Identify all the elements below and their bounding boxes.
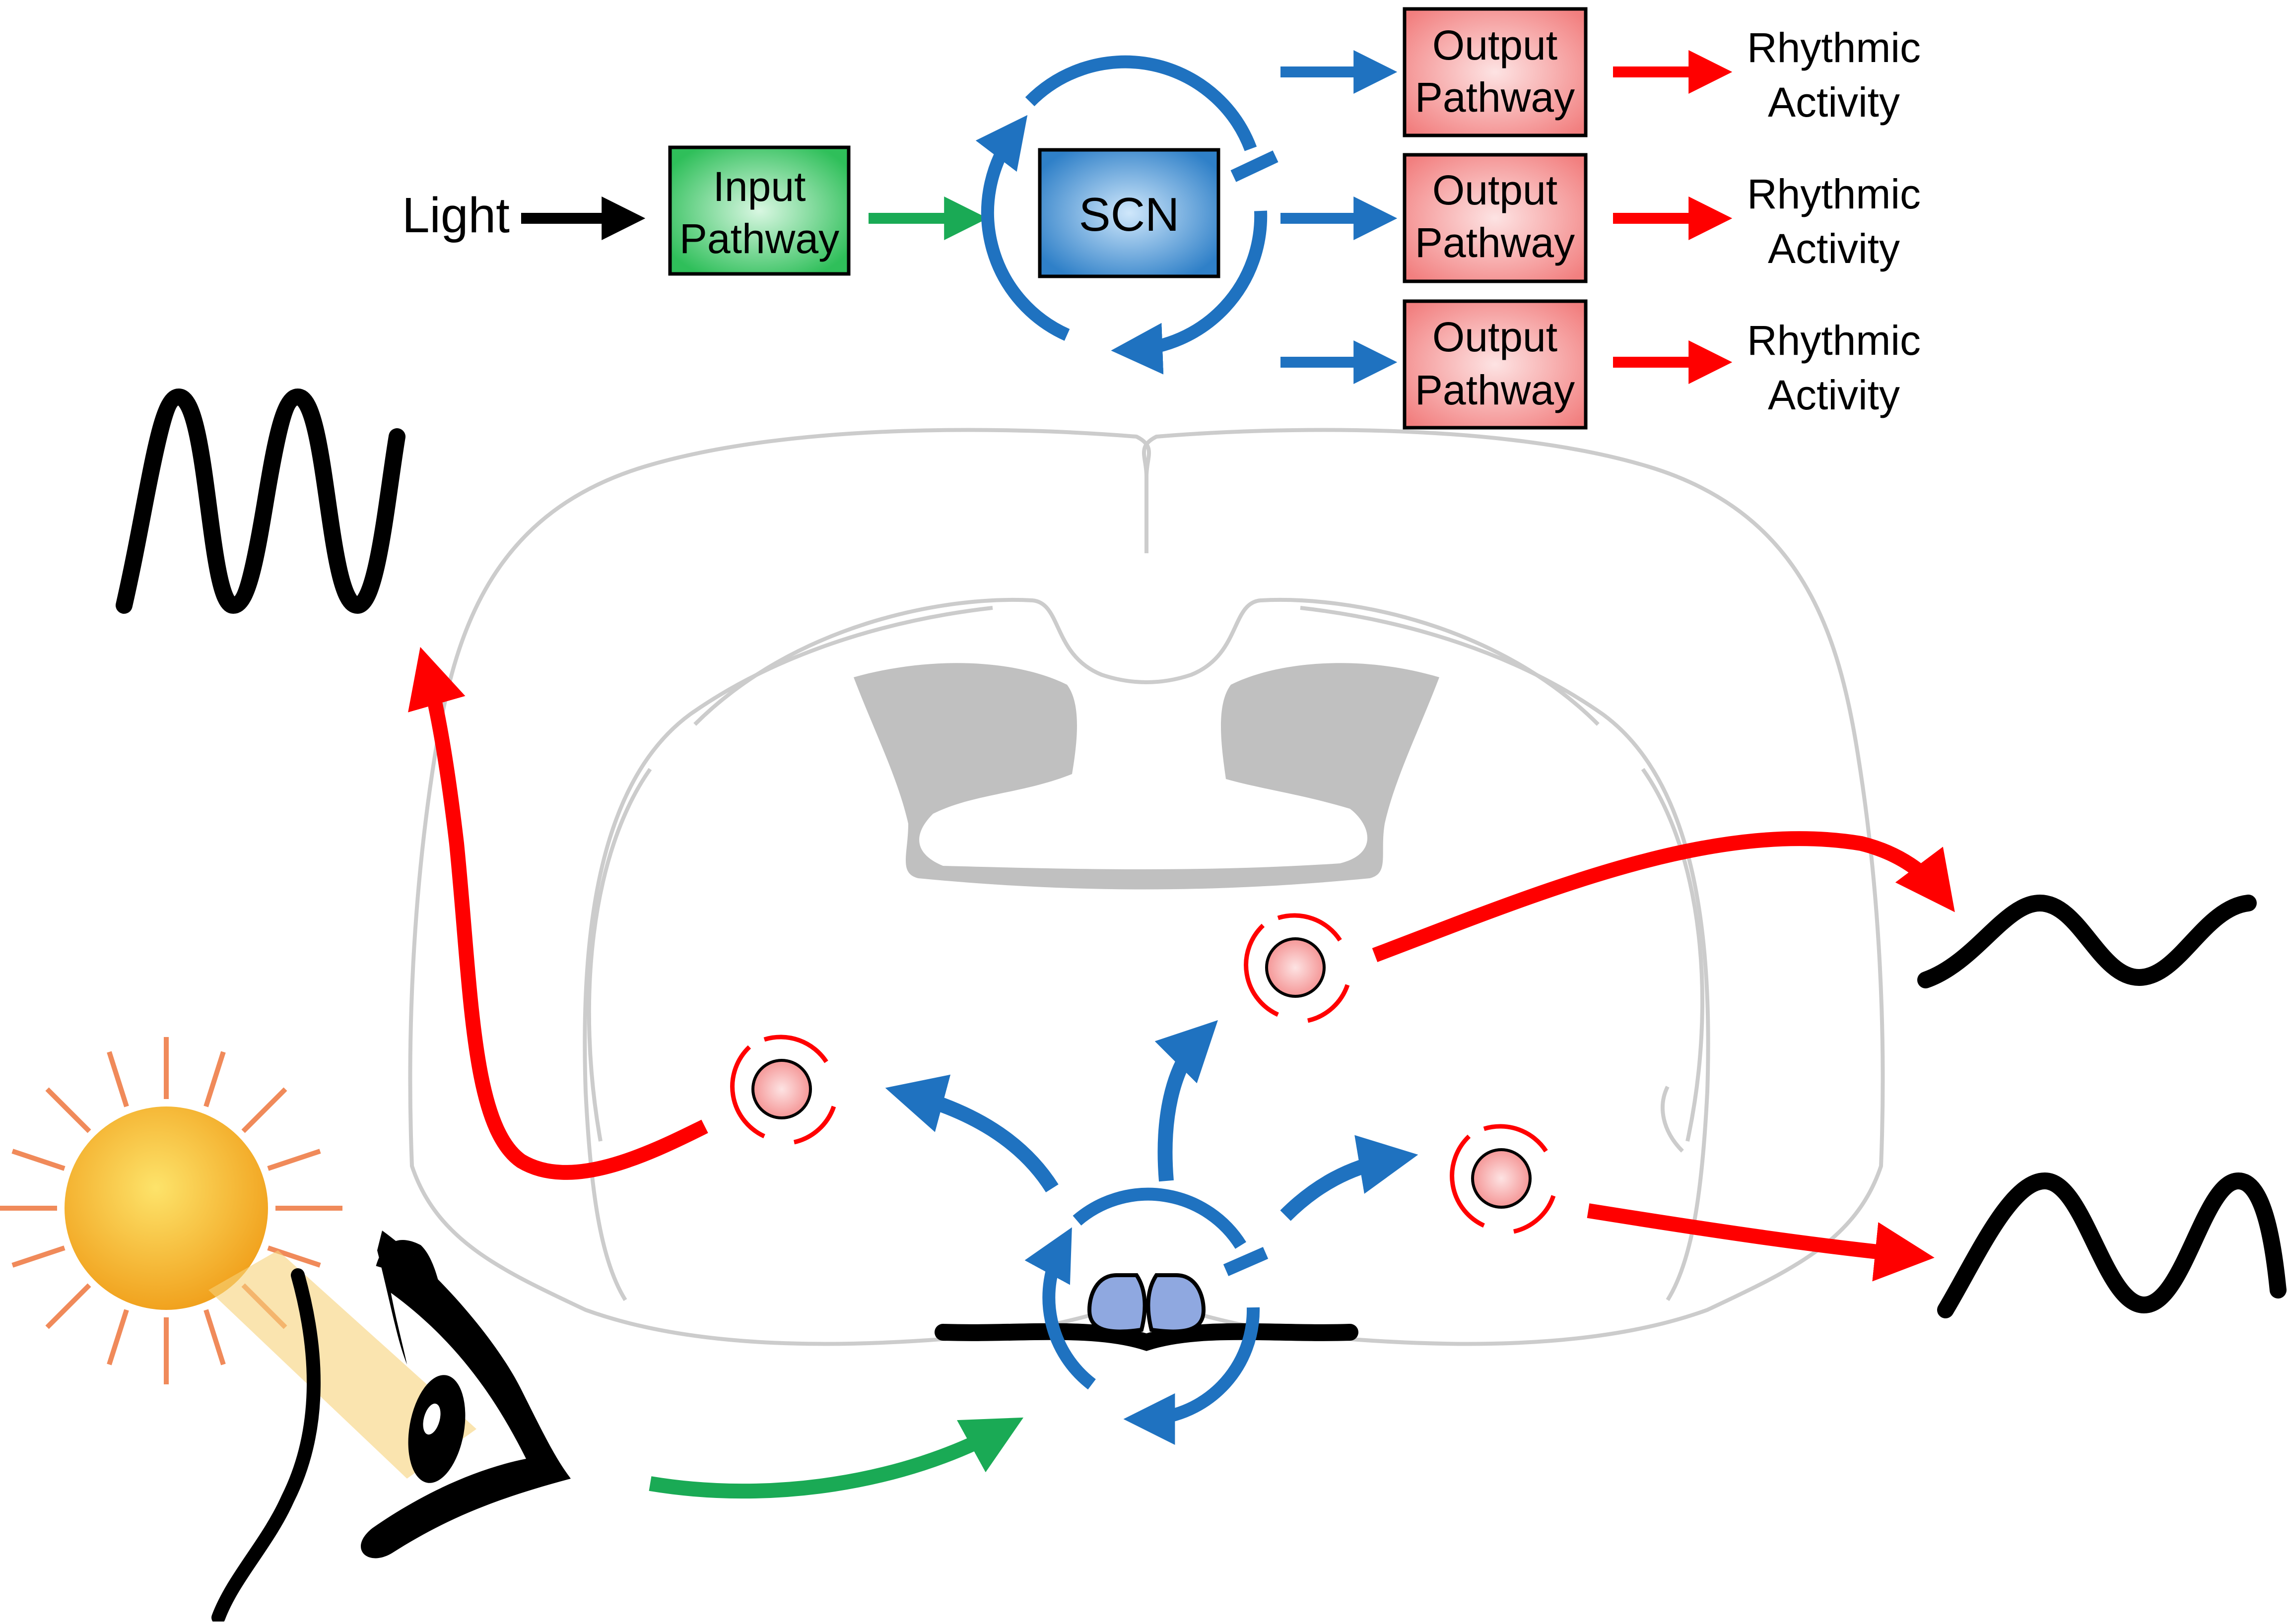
input-pathway-box xyxy=(668,145,851,276)
rhythmic-label: Rhythmic xyxy=(1747,317,1921,364)
optic-chiasm xyxy=(935,1323,1358,1351)
light-beam xyxy=(208,1250,476,1479)
scn-feedback-loop xyxy=(975,55,1278,375)
rhythm-output-arrows xyxy=(408,647,1955,1282)
peripheral-oscillator-middle xyxy=(1244,913,1350,1023)
brain-section xyxy=(408,428,1885,1346)
peripheral-oscillator-right xyxy=(1450,1124,1556,1234)
brain-scn-feedback-loop xyxy=(1024,1187,1269,1445)
output-pathway-box xyxy=(1403,7,1588,137)
sine-wave-icon xyxy=(1937,1172,2287,1318)
scn-nuclei xyxy=(1087,1273,1206,1334)
light-label: Light xyxy=(402,188,510,243)
output-box-line1: Output xyxy=(1432,22,1557,68)
eye-icon xyxy=(211,1231,571,1624)
output-row-3: Output Pathway Rhythmic Activity xyxy=(1403,299,1921,430)
ventricles xyxy=(854,663,1439,890)
output-box-line2: Pathway xyxy=(1415,367,1575,413)
output-box-line2: Pathway xyxy=(1415,219,1575,266)
retina-to-scn-arrow xyxy=(649,1417,1024,1499)
output-pathway-box xyxy=(1403,299,1588,430)
output-row-2: Output Pathway Rhythmic Activity xyxy=(1403,153,1921,283)
output-box-line1: Output xyxy=(1432,314,1557,360)
rhythmic-label: Rhythmic xyxy=(1747,171,1921,217)
sine-wave-icon xyxy=(116,388,405,614)
output-row-1: Output Pathway Rhythmic Activity xyxy=(1403,7,1921,137)
scn-output-arrows xyxy=(885,1020,1418,1221)
activity-label: Activity xyxy=(1768,225,1900,272)
scn-box xyxy=(1038,148,1220,278)
input-box-line2: Pathway xyxy=(679,215,839,262)
flow-diagram: Light Input Pathway SCN Output Pathway R… xyxy=(402,7,1921,430)
output-box-line2: Pathway xyxy=(1415,74,1575,121)
sine-wave-icon xyxy=(1917,894,2257,988)
peripheral-oscillator-left xyxy=(730,1035,836,1145)
scn-label: SCN xyxy=(1079,188,1180,241)
output-pathway-box xyxy=(1403,153,1588,283)
activity-label: Activity xyxy=(1768,372,1900,418)
input-box-line1: Input xyxy=(713,163,806,210)
output-box-line1: Output xyxy=(1432,167,1557,213)
rhythmic-label: Rhythmic xyxy=(1747,24,1921,71)
activity-label: Activity xyxy=(1768,79,1900,126)
